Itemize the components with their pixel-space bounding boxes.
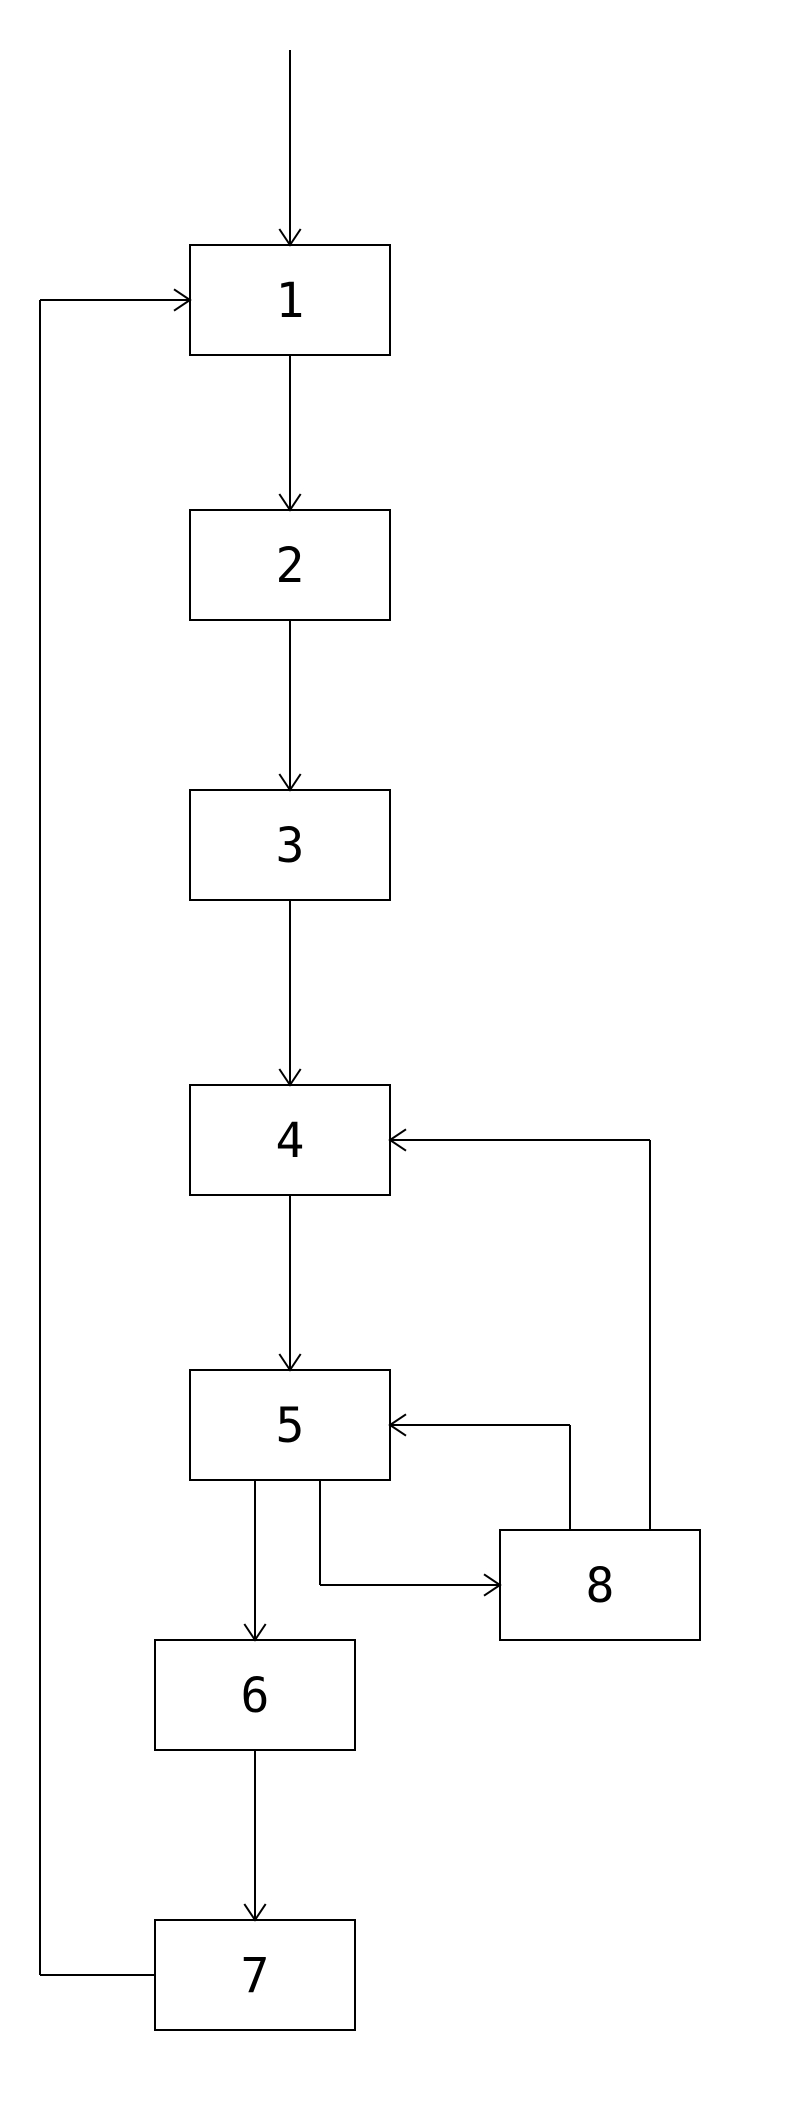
flow-node-label-7: 7: [241, 1948, 270, 2004]
flow-node-label-8: 8: [586, 1558, 615, 1614]
flow-node-label-5: 5: [276, 1398, 305, 1454]
flow-node-label-6: 6: [241, 1668, 270, 1724]
flow-node-label-3: 3: [276, 818, 305, 874]
flow-node-label-4: 4: [276, 1113, 305, 1169]
flowchart-diagram: 1 2 3 4 5 6 7 8: [0, 0, 797, 2116]
flow-node-label-1: 1: [276, 273, 305, 329]
flow-node-label-2: 2: [276, 538, 305, 594]
